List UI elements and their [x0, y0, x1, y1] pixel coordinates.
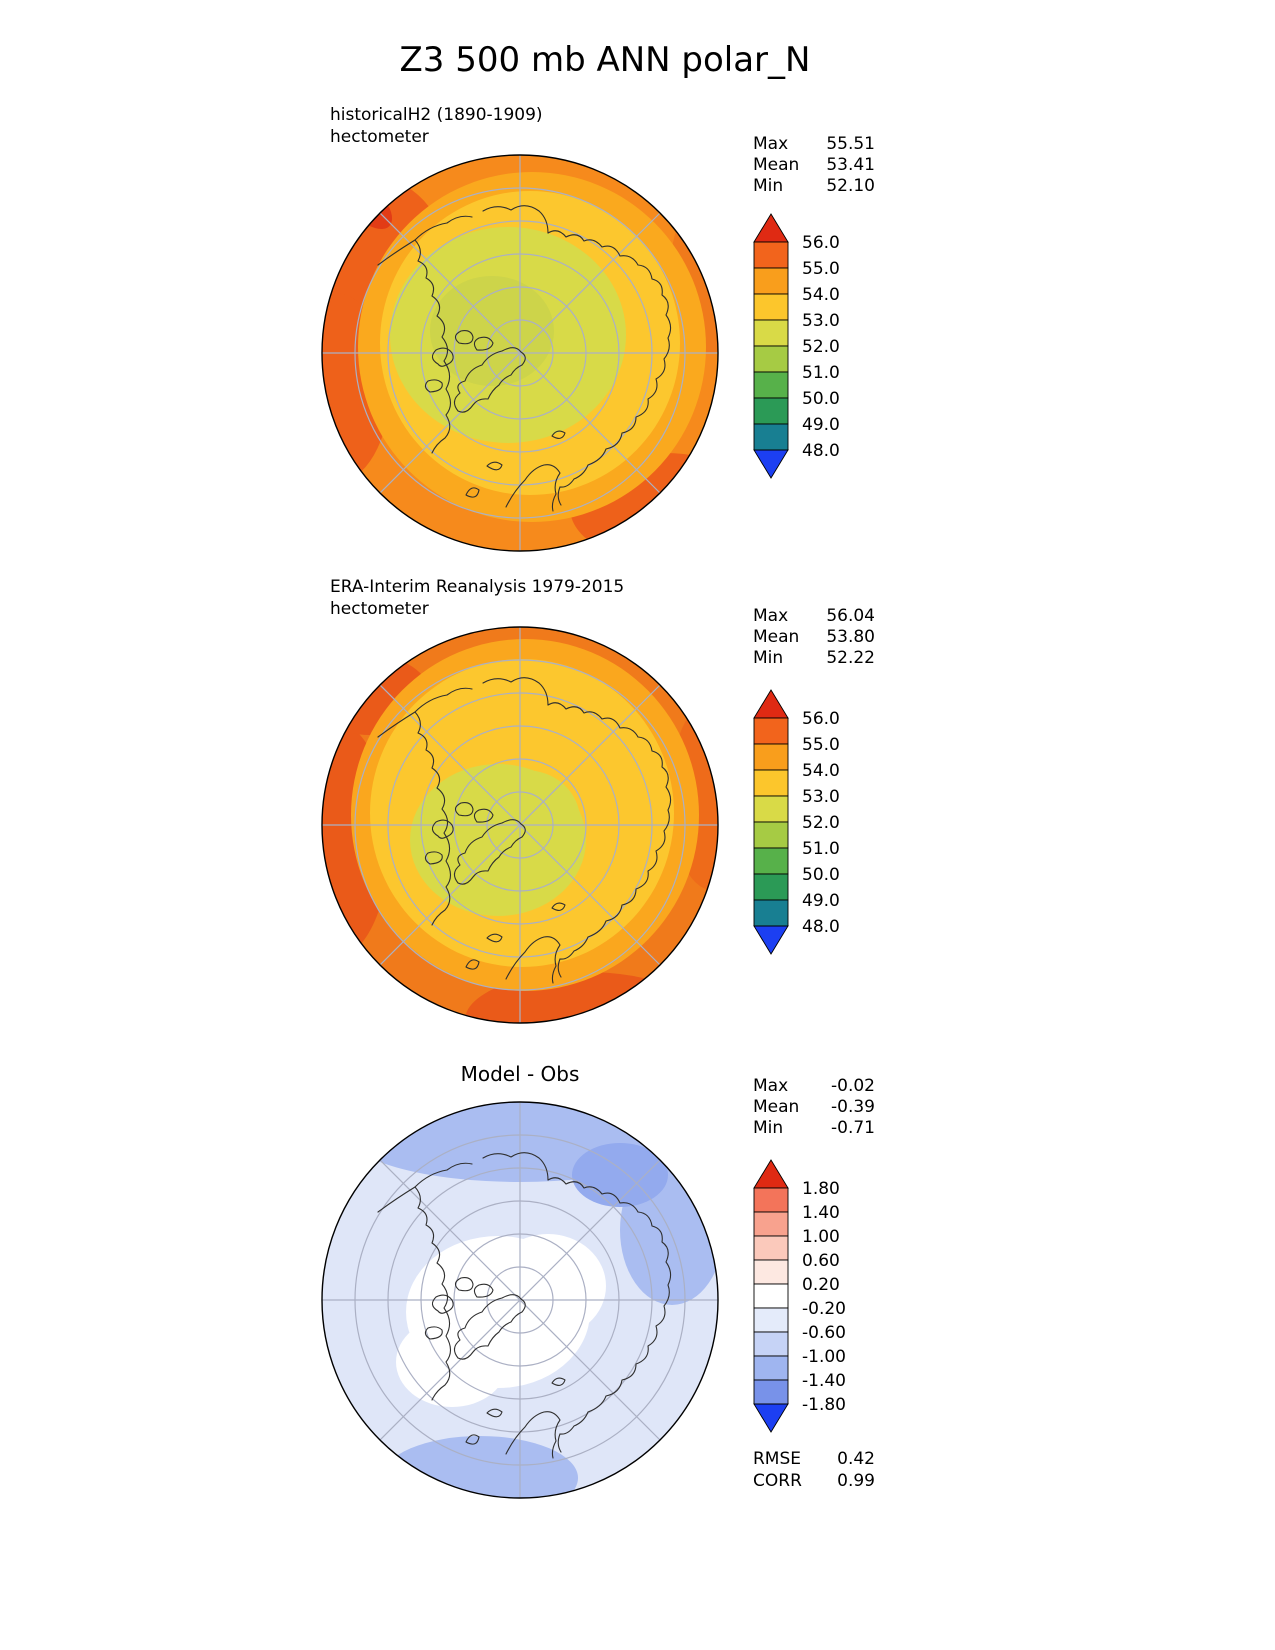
colorbar-tick: 50.0	[802, 865, 840, 885]
stats-diff: Max -0.02 Mean -0.39 Min -0.71	[753, 1076, 875, 1139]
metric-label-rmse: RMSE	[753, 1449, 802, 1469]
stat-label-mean: Mean	[753, 155, 800, 175]
colorbar-tick: -0.20	[802, 1299, 846, 1319]
colorbar-tick: -1.80	[802, 1395, 846, 1415]
stat-value-max: 56.04	[826, 606, 875, 626]
colorbar-tick: 55.0	[802, 735, 840, 755]
panel-model-label: historicalH2 (1890-1909) hectometer	[330, 104, 543, 148]
colorbar-tick: -1.00	[802, 1347, 846, 1367]
map-obs	[321, 626, 719, 1024]
stat-row-mean: Mean -0.39	[753, 1097, 875, 1118]
stat-label-min: Min	[753, 648, 784, 668]
metrics-diff: RMSE 0.42 CORR 0.99	[753, 1448, 875, 1492]
stat-label-mean: Mean	[753, 1097, 800, 1117]
stat-value-max: -0.02	[831, 1076, 875, 1096]
metric-label-corr: CORR	[753, 1471, 802, 1491]
metric-value-corr: 0.99	[837, 1471, 875, 1491]
stat-label-max: Max	[753, 606, 789, 626]
colorbar-tick: 50.0	[802, 389, 840, 409]
map-diff	[321, 1101, 719, 1499]
stat-row-min: Min 52.22	[753, 648, 875, 669]
colorbar-diff: 1.80 1.40 1.00 0.60 0.20 -0.20 -0.60 -1.00 -1.40…	[753, 1150, 857, 1446]
stats-obs: Max 56.04 Mean 53.80 Min 52.22	[753, 606, 875, 669]
colorbar-tick: 1.40	[802, 1203, 840, 1223]
colorbar-tick: 1.80	[802, 1179, 840, 1199]
stat-value-mean: 53.41	[826, 155, 875, 175]
metric-row-corr: CORR 0.99	[753, 1470, 875, 1492]
stat-value-max: 55.51	[826, 134, 875, 154]
stat-row-mean: Mean 53.41	[753, 155, 875, 176]
colorbar-tick: 49.0	[802, 891, 840, 911]
colorbar-tick: 56.0	[802, 233, 840, 253]
panel-obs-title: ERA-Interim Reanalysis 1979-2015	[330, 577, 625, 597]
panel-obs-units: hectometer	[330, 599, 429, 619]
stat-value-min: -0.71	[831, 1118, 875, 1138]
stat-row-max: Max -0.02	[753, 1076, 875, 1097]
stat-row-max: Max 55.51	[753, 134, 875, 155]
stat-value-min: 52.10	[826, 176, 875, 196]
stat-value-mean: 53.80	[826, 627, 875, 647]
colorbar-obs: 56.0 55.0 54.0 53.0 52.0 51.0 50.0 49.0 48.0	[753, 680, 857, 968]
colorbar-tick: 48.0	[802, 917, 840, 937]
colorbar-tick: 51.0	[802, 363, 840, 383]
stat-label-mean: Mean	[753, 627, 800, 647]
colorbar-tick: 0.20	[802, 1275, 840, 1295]
colorbar-tick: -0.60	[802, 1323, 846, 1343]
colorbar-tick: 54.0	[802, 285, 840, 305]
colorbar-tick: 55.0	[802, 259, 840, 279]
colorbar-tick: 49.0	[802, 415, 840, 435]
panel-diff-title: Model - Obs	[460, 1062, 580, 1086]
stat-label-max: Max	[753, 134, 789, 154]
colorbar-tick: 53.0	[802, 311, 840, 331]
stat-value-min: 52.22	[826, 648, 875, 668]
stat-label-max: Max	[753, 1076, 789, 1096]
colorbar-tick: 0.60	[802, 1251, 840, 1271]
stat-row-min: Min 52.10	[753, 176, 875, 197]
map-model	[321, 154, 719, 552]
colorbar-model: 56.0 55.0 54.0 53.0 52.0 51.0 50.0 49.0 48.0	[753, 204, 857, 492]
stat-row-max: Max 56.04	[753, 606, 875, 627]
metric-value-rmse: 0.42	[837, 1449, 875, 1469]
colorbar-tick: -1.40	[802, 1371, 846, 1391]
panel-model-title: historicalH2 (1890-1909)	[330, 105, 543, 125]
colorbar-tick: 48.0	[802, 441, 840, 461]
stat-row-min: Min -0.71	[753, 1118, 875, 1139]
stat-label-min: Min	[753, 176, 784, 196]
metric-row-rmse: RMSE 0.42	[753, 1448, 875, 1470]
colorbar-svg: 56.0 55.0 54.0 53.0 52.0 51.0 50.0 49.0 48.0	[753, 213, 840, 479]
colorbar-svg: 56.0 55.0 54.0 53.0 52.0 51.0 50.0 49.0 48.0	[753, 689, 840, 955]
colorbar-tick: 52.0	[802, 337, 840, 357]
stat-value-mean: -0.39	[831, 1097, 875, 1117]
stat-row-mean: Mean 53.80	[753, 627, 875, 648]
stat-label-min: Min	[753, 1118, 784, 1138]
colorbar-tick: 56.0	[802, 709, 840, 729]
colorbar-tick: 1.00	[802, 1227, 840, 1247]
panel-obs-label: ERA-Interim Reanalysis 1979-2015 hectome…	[330, 576, 624, 620]
stats-model: Max 55.51 Mean 53.41 Min 52.10	[753, 134, 875, 197]
colorbar-tick: 53.0	[802, 787, 840, 807]
page-title: Z3 500 mb ANN polar_N	[399, 40, 811, 80]
colorbar-tick: 54.0	[802, 761, 840, 781]
colorbar-tick: 52.0	[802, 813, 840, 833]
panel-model-units: hectometer	[330, 127, 429, 147]
colorbar-svg: 1.80 1.40 1.00 0.60 0.20 -0.20 -0.60 -1.00 -1.40…	[753, 1159, 846, 1433]
colorbar-tick: 51.0	[802, 839, 840, 859]
